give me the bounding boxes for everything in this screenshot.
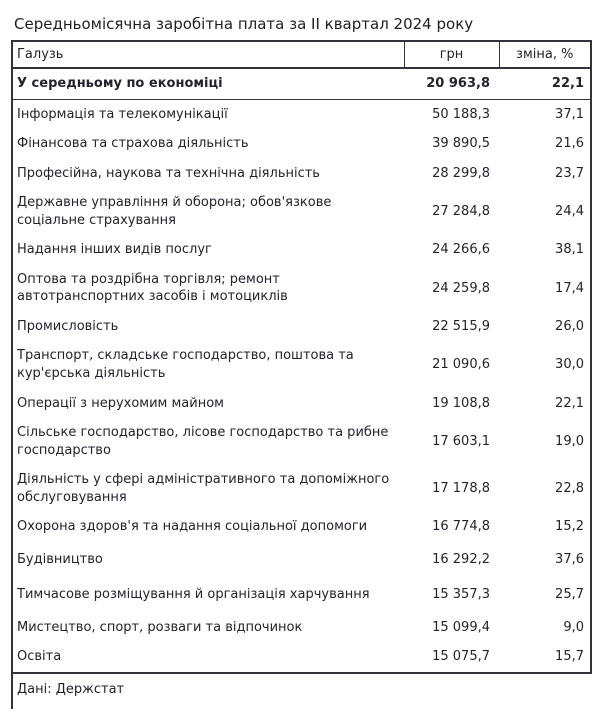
table-row: Будівництво 16 292,2 37,6 (12, 541, 591, 578)
column-header-industry: Галузь (11, 40, 405, 69)
industry-label: Тимчасове розміщування й організація хар… (12, 577, 404, 613)
change-value: 17,4 (499, 264, 591, 312)
salary-value: 27 284,8 (404, 188, 499, 236)
table-row: Надання інших видів послуг 24 266,6 38,1 (12, 235, 591, 265)
change-value: 26,0 (499, 311, 591, 342)
industry-label: Фінансова та страхова діяльність (12, 129, 404, 159)
table-row: Транспорт, складське господарство, пошто… (12, 341, 591, 389)
header-row: Галузь грн зміна, % (11, 40, 592, 69)
salary-value: 50 188,3 (404, 99, 499, 130)
salary-value: 24 266,6 (404, 235, 499, 265)
salary-value: 39 890,5 (404, 129, 499, 159)
industry-label: Освіта (12, 642, 404, 674)
table-row: Сільське господарство, лісове господарст… (12, 418, 591, 466)
industry-label: Мистецтво, спорт, розваги та відпочинок (12, 612, 404, 643)
salary-value: 19 108,8 (404, 388, 499, 419)
table-row: Тимчасове розміщування й організація хар… (12, 577, 591, 613)
salary-value: 17 178,8 (404, 465, 499, 513)
table-header: Галузь грн зміна, % (11, 40, 592, 69)
salary-value: 15 099,4 (404, 612, 499, 643)
change-value: 23,7 (499, 158, 591, 189)
industry-label: У середньому по економіці (12, 68, 404, 100)
industry-label: Надання інших видів послуг (12, 235, 404, 265)
industry-label: Сільське господарство, лісове господарст… (12, 418, 404, 466)
table-row: Фінансова та страхова діяльність 39 890,… (12, 129, 591, 159)
table-row: Оптова та роздрібна торгівля; ремонт авт… (12, 264, 591, 312)
column-header-change: зміна, % (498, 40, 592, 69)
change-value: 9,0 (499, 612, 591, 643)
salary-value: 22 515,9 (404, 311, 499, 342)
salary-value: 16 292,2 (404, 541, 499, 578)
salary-value: 15 357,3 (404, 577, 499, 613)
change-value: 37,6 (499, 541, 591, 578)
industry-label: Професійна, наукова та технічна діяльніс… (12, 158, 404, 189)
salary-value: 15 075,7 (404, 642, 499, 674)
data-source-note: Дані: Держстат (11, 674, 590, 709)
industry-label: Інформація та телекомунікації (12, 99, 404, 130)
salary-value: 20 963,8 (404, 68, 499, 100)
chart-title: Середньомісячна заробітна плата за II кв… (14, 15, 474, 33)
change-value: 19,0 (499, 418, 591, 466)
salary-table: Галузь грн зміна, % У середньому по екон… (11, 40, 592, 675)
industry-label: Оптова та роздрібна торгівля; ремонт авт… (12, 264, 404, 312)
table-row: Промисловість 22 515,9 26,0 (12, 311, 591, 342)
change-value: 25,7 (499, 577, 591, 613)
table-row: Мистецтво, спорт, розваги та відпочинок … (12, 612, 591, 643)
change-value: 24,4 (499, 188, 591, 236)
change-value: 38,1 (499, 235, 591, 265)
table-row: Діяльність у сфері адміністративного та … (12, 465, 591, 513)
industry-label: Будівництво (12, 541, 404, 578)
change-value: 37,1 (499, 99, 591, 130)
column-header-uah: грн (403, 40, 500, 69)
salary-value: 24 259,8 (404, 264, 499, 312)
table-row: Операції з нерухомим майном 19 108,8 22,… (12, 388, 591, 419)
change-value: 15,2 (499, 512, 591, 542)
change-value: 21,6 (499, 129, 591, 159)
table-row: Освіта 15 075,7 15,7 (12, 642, 591, 674)
industry-label: Транспорт, складське господарство, пошто… (12, 341, 404, 389)
table-row: Інформація та телекомунікації 50 188,3 3… (12, 99, 591, 130)
salary-value: 16 774,8 (404, 512, 499, 542)
salary-value: 21 090,6 (404, 341, 499, 389)
industry-label: Промисловість (12, 311, 404, 342)
table-row-total: У середньому по економіці 20 963,8 22,1 (12, 68, 591, 100)
industry-label: Охорона здоров'я та надання соціальної д… (12, 512, 404, 542)
industry-label: Діяльність у сфері адміністративного та … (12, 465, 404, 513)
change-value: 15,7 (499, 642, 591, 674)
change-value: 22,1 (499, 68, 591, 100)
industry-label: Державне управління й оборона; обов'язко… (12, 188, 404, 236)
industry-label: Операції з нерухомим майном (12, 388, 404, 419)
change-value: 30,0 (499, 341, 591, 389)
change-value: 22,8 (499, 465, 591, 513)
table-body: У середньому по економіці 20 963,8 22,1 … (12, 68, 591, 674)
table-row: Охорона здоров'я та надання соціальної д… (12, 512, 591, 542)
salary-value: 17 603,1 (404, 418, 499, 466)
change-value: 22,1 (499, 388, 591, 419)
table-row: Професійна, наукова та технічна діяльніс… (12, 158, 591, 189)
table-row: Державне управління й оборона; обов'язко… (12, 188, 591, 236)
salary-value: 28 299,8 (404, 158, 499, 189)
